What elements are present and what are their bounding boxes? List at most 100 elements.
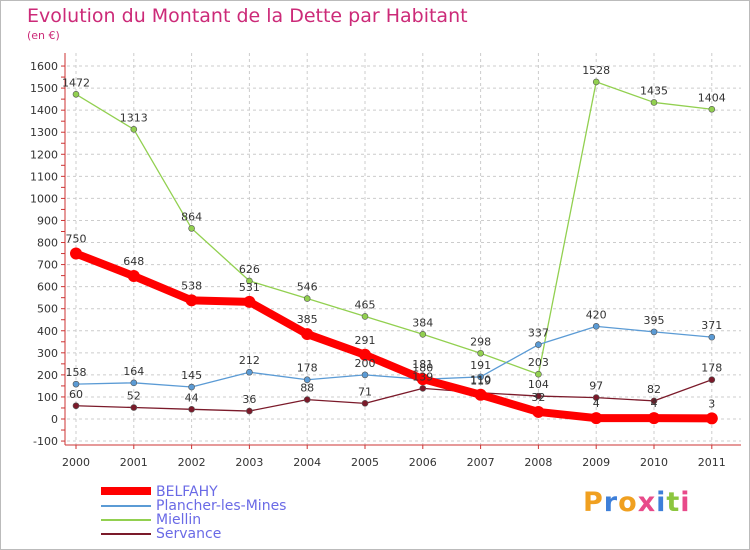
y-tick-label: 800 xyxy=(37,237,58,250)
logo-letter: t xyxy=(666,487,681,518)
data-label: 145 xyxy=(181,369,202,382)
data-label: 139 xyxy=(412,370,433,383)
y-tick-label: 300 xyxy=(37,347,58,360)
x-tick-label: 2009 xyxy=(582,456,610,469)
logo-letter: P xyxy=(583,487,604,518)
data-point xyxy=(705,412,718,425)
data-label: 1435 xyxy=(640,84,668,97)
data-point xyxy=(650,397,658,405)
y-tick-label: 1400 xyxy=(30,104,58,117)
data-label: 337 xyxy=(528,327,549,340)
y-tick-label: 100 xyxy=(37,391,58,404)
data-point xyxy=(72,90,80,98)
data-point xyxy=(246,277,253,285)
data-label: 178 xyxy=(297,362,318,375)
series-line-miellin xyxy=(75,81,713,375)
data-point xyxy=(708,105,716,113)
x-tick-label: 2010 xyxy=(640,456,668,469)
x-tick-label: 2000 xyxy=(62,456,90,469)
data-point xyxy=(708,376,716,384)
data-point xyxy=(535,341,542,348)
data-point xyxy=(419,330,427,338)
x-tick-label: 2007 xyxy=(467,456,495,469)
data-label: 626 xyxy=(239,263,260,276)
data-point xyxy=(535,392,542,400)
data-point xyxy=(592,78,600,86)
x-tick-label: 2004 xyxy=(293,456,321,469)
data-point xyxy=(592,394,600,401)
logo-letter: x xyxy=(637,487,657,518)
data-point xyxy=(70,247,82,260)
data-point xyxy=(359,348,371,361)
x-tick-label: 2006 xyxy=(409,456,437,469)
data-point xyxy=(648,412,660,425)
y-tick-label: 1200 xyxy=(30,148,58,161)
data-point xyxy=(535,370,542,378)
data-label: 71 xyxy=(358,385,372,398)
y-tick-label: 1000 xyxy=(30,192,58,205)
data-label: 531 xyxy=(239,281,260,294)
data-point xyxy=(474,388,487,401)
y-tick-label: 400 xyxy=(37,325,58,338)
data-label: 203 xyxy=(528,356,549,369)
y-tick-label: 0 xyxy=(51,413,58,426)
data-label: 385 xyxy=(297,313,318,326)
data-label: 191 xyxy=(470,359,491,372)
data-point xyxy=(185,294,198,307)
data-label: 1313 xyxy=(120,111,148,124)
chart-title: Evolution du Montant de la Dette par Hab… xyxy=(27,5,468,27)
data-point xyxy=(590,412,603,425)
data-label: 298 xyxy=(470,335,491,348)
data-point xyxy=(72,402,80,410)
y-tick-label: 600 xyxy=(37,281,58,294)
legend-label: Miellin xyxy=(156,512,202,528)
logo-letter: r xyxy=(603,487,619,518)
data-label: 291 xyxy=(355,334,376,347)
data-label: 538 xyxy=(181,279,202,292)
data-label: 4 xyxy=(651,397,658,410)
data-point xyxy=(650,99,658,106)
y-tick-label: 900 xyxy=(37,214,58,227)
data-point xyxy=(361,400,369,407)
legend-label: Servance xyxy=(156,526,222,542)
series-line-plancher-les-mines xyxy=(75,325,713,388)
data-point xyxy=(419,385,427,392)
x-tick-label: 2002 xyxy=(178,456,206,469)
legend-label: Plancher-les-Mines xyxy=(156,498,287,514)
data-point xyxy=(477,349,484,357)
data-point xyxy=(477,373,484,381)
data-point xyxy=(188,405,195,413)
data-label: 200 xyxy=(355,357,376,370)
data-label: 371 xyxy=(701,319,722,332)
data-point xyxy=(532,405,545,418)
data-label: 32 xyxy=(531,391,545,404)
proxiti-logo: Proxiti xyxy=(583,487,691,518)
legend-swatch xyxy=(101,487,151,495)
data-point xyxy=(303,396,311,403)
data-label: 1404 xyxy=(698,91,726,104)
data-point xyxy=(246,407,253,415)
data-point xyxy=(303,295,311,302)
x-tick-label: 2001 xyxy=(120,456,148,469)
legend-label: BELFAHY xyxy=(156,484,218,500)
data-label: 395 xyxy=(644,314,665,327)
data-point xyxy=(416,373,429,386)
data-label: 1528 xyxy=(582,64,610,77)
y-tick-label: -100 xyxy=(33,435,58,448)
data-label: 1472 xyxy=(62,76,90,89)
data-point xyxy=(361,313,369,320)
data-label: 180 xyxy=(412,361,433,374)
y-tick-label: 200 xyxy=(37,369,58,382)
data-label: 88 xyxy=(300,382,314,395)
series-line-belfahy xyxy=(72,249,716,423)
data-label: 110 xyxy=(470,374,491,387)
data-point xyxy=(650,328,658,336)
legend-swatch xyxy=(101,505,151,507)
data-label: 212 xyxy=(239,354,260,367)
data-point xyxy=(243,295,256,308)
data-label: 164 xyxy=(123,365,144,378)
data-point xyxy=(303,376,311,384)
data-point xyxy=(127,270,140,283)
